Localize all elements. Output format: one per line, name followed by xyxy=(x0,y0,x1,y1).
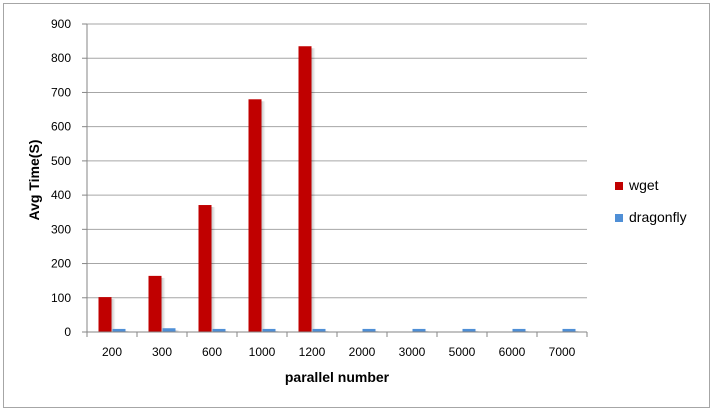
bar-dragonfly xyxy=(362,328,376,332)
y-tick-label: 600 xyxy=(51,120,71,134)
x-tick-label: 2000 xyxy=(349,345,376,359)
bar-shadow xyxy=(525,330,530,332)
y-tick-label: 700 xyxy=(51,85,71,99)
bar-dragonfly xyxy=(562,328,576,332)
bar-dragonfly xyxy=(162,328,176,332)
legend-label-wget: wget xyxy=(628,177,659,193)
bar-wget xyxy=(148,275,162,332)
bar-shadow xyxy=(261,101,266,333)
x-tick-label: 300 xyxy=(152,345,172,359)
bar-shadow xyxy=(125,330,130,332)
x-axis-title: parallel number xyxy=(285,369,390,385)
bar-shadow xyxy=(325,330,330,332)
x-tick-label: 1000 xyxy=(249,345,276,359)
x-tick-label: 6000 xyxy=(499,345,526,359)
x-tick-label: 600 xyxy=(202,345,222,359)
bar-shadow xyxy=(275,330,280,332)
bars xyxy=(98,46,580,333)
legend-label-dragonfly: dragonfly xyxy=(629,209,687,225)
x-tick-label: 1200 xyxy=(299,345,326,359)
bar-dragonfly xyxy=(212,328,226,332)
bar-wget xyxy=(198,205,212,332)
y-axis-title: Avg Time(S) xyxy=(26,140,42,221)
bar-shadow xyxy=(311,48,316,332)
bar-wget xyxy=(298,46,312,332)
bar-dragonfly xyxy=(462,328,476,332)
bar-shadow xyxy=(161,277,166,332)
y-tick-label: 300 xyxy=(51,222,71,236)
axes: 0 100 200 300 400 500 600 700 800 900 200 300 600 100… xyxy=(51,17,588,359)
bar-dragonfly xyxy=(512,328,526,332)
bar-dragonfly xyxy=(312,328,326,332)
bar-wget xyxy=(98,297,112,332)
y-tick-label: 100 xyxy=(51,291,71,305)
legend: wget dragonfly xyxy=(615,177,687,225)
bar-shadow xyxy=(175,330,180,332)
chart-frame xyxy=(3,3,710,408)
y-tick-label: 200 xyxy=(51,257,71,271)
x-tick-label: 3000 xyxy=(399,345,426,359)
bar-shadow xyxy=(475,330,480,332)
bar-dragonfly xyxy=(262,328,276,332)
legend-swatch-dragonfly xyxy=(615,214,623,222)
y-tick-label: 900 xyxy=(51,17,71,31)
bar-dragonfly xyxy=(112,328,126,332)
y-tick-label: 800 xyxy=(51,51,71,65)
bar-shadow xyxy=(575,330,580,332)
bar-shadow xyxy=(375,330,380,332)
y-tick-label: 400 xyxy=(51,188,71,202)
bar-dragonfly xyxy=(412,328,426,332)
bar-shadow xyxy=(425,330,430,332)
bar-shadow xyxy=(225,330,230,332)
bar-wget xyxy=(248,99,262,333)
y-tick-label: 0 xyxy=(64,325,71,339)
x-tick-label: 7000 xyxy=(549,345,576,359)
x-tick-label: 200 xyxy=(102,345,122,359)
bar-shadow xyxy=(111,299,116,332)
x-tick-label: 5000 xyxy=(449,345,476,359)
legend-swatch-wget xyxy=(615,182,623,190)
y-tick-label: 500 xyxy=(51,154,71,168)
bar-shadow xyxy=(211,207,216,332)
